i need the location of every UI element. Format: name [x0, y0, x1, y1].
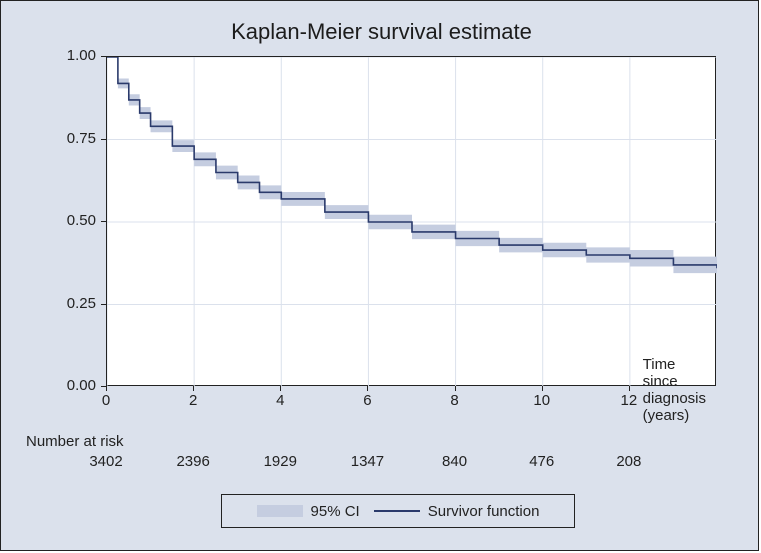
x-tick-label: 12 — [621, 392, 638, 409]
legend-ci-label: 95% CI — [311, 503, 360, 520]
x-tick-label: 4 — [276, 392, 284, 409]
y-tick-label: 0.25 — [67, 295, 96, 312]
x-tick-mark — [455, 386, 456, 391]
risk-table-value: 840 — [442, 453, 467, 470]
risk-table-value: 1929 — [264, 453, 297, 470]
x-tick-mark — [280, 386, 281, 391]
chart-title: Kaplan-Meier survival estimate — [1, 19, 761, 45]
x-tick-mark — [367, 386, 368, 391]
x-tick-label: 10 — [533, 392, 550, 409]
ci-band — [107, 57, 717, 278]
legend-item-ci: 95% CI — [257, 503, 360, 520]
x-tick-mark — [542, 386, 543, 391]
risk-table-value: 2396 — [176, 453, 209, 470]
x-tick-mark — [106, 386, 107, 391]
x-axis-label: Time since diagnosis (years) — [643, 356, 706, 424]
x-tick-label: 8 — [450, 392, 458, 409]
y-tick-mark — [101, 56, 106, 57]
legend-ci-swatch — [257, 505, 303, 517]
x-tick-mark — [629, 386, 630, 391]
legend-line-label: Survivor function — [428, 503, 540, 520]
risk-table-value: 3402 — [89, 453, 122, 470]
risk-table-value: 476 — [529, 453, 554, 470]
legend-line-swatch — [374, 510, 420, 512]
y-tick-mark — [101, 139, 106, 140]
y-tick-label: 0.50 — [67, 212, 96, 229]
x-tick-label: 0 — [102, 392, 110, 409]
risk-table-value: 1347 — [351, 453, 384, 470]
plot-svg — [107, 57, 717, 387]
risk-table-title: Number at risk — [26, 433, 124, 450]
plot-area — [106, 56, 716, 386]
y-tick-mark — [101, 221, 106, 222]
y-tick-label: 0.00 — [67, 377, 96, 394]
legend-item-line: Survivor function — [374, 503, 540, 520]
risk-table-value: 208 — [616, 453, 641, 470]
y-tick-label: 1.00 — [67, 47, 96, 64]
legend: 95% CI Survivor function — [221, 494, 575, 528]
x-tick-label: 6 — [363, 392, 371, 409]
y-tick-mark — [101, 304, 106, 305]
x-tick-label: 2 — [189, 392, 197, 409]
x-tick-mark — [193, 386, 194, 391]
y-tick-label: 0.75 — [67, 130, 96, 147]
